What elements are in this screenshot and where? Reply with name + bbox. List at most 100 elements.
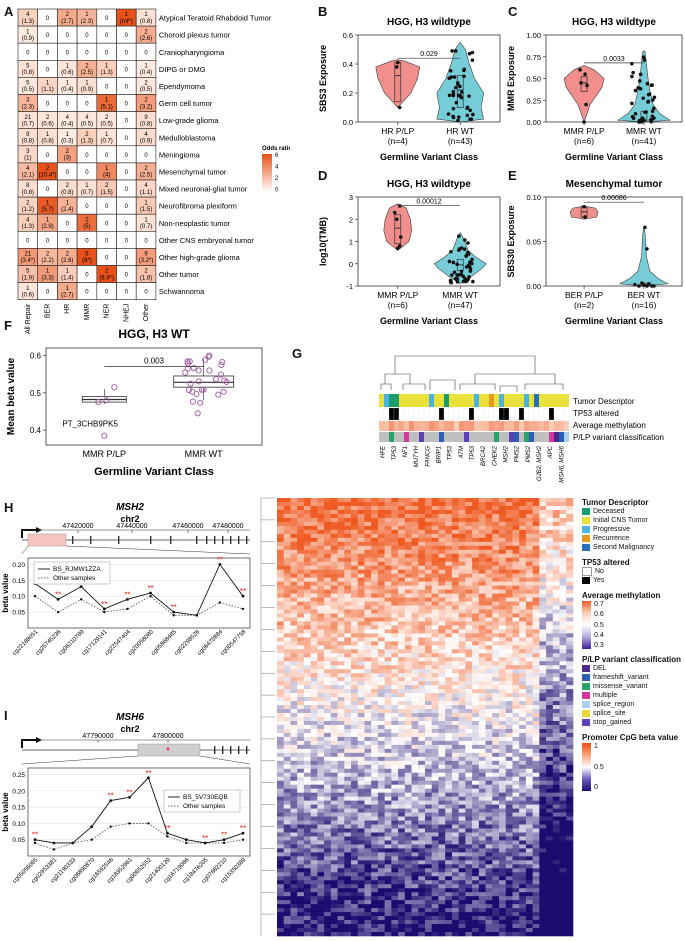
heatmap-cell [277,840,285,845]
heatmap-cell [310,780,318,785]
heatmap-cell [310,848,318,853]
heatmap-cell [418,693,426,698]
heatmap-cell [438,585,446,590]
heatmap-cell [351,605,359,610]
heatmap-cell [559,589,567,594]
heatmap-cell [525,541,533,547]
heatmap-cell [377,533,385,539]
heatmap-cell [451,740,459,746]
heatmap-cell [391,609,399,614]
heatmap-cell [559,513,567,519]
avg-methylation-cell [394,421,399,431]
heatmap-cell [566,549,574,555]
tumor-descriptor-cell [424,394,429,407]
heatmap-cell [472,533,480,539]
data-point [398,235,403,239]
data-point [652,106,656,111]
heatmap-cell [324,541,332,547]
heatmap-cell [451,653,459,658]
heatmap-cell [499,605,507,610]
heatmap-cell [546,852,554,857]
heatmap-cell [404,617,412,622]
heatmap-cell [418,772,426,778]
heatmap-cell [384,752,392,758]
heatmap-cell [438,517,446,523]
heatmap-cell [445,621,453,626]
heatmap-cell [478,637,486,642]
heatmap-cell [546,649,554,654]
heatmap-cell [317,665,325,670]
heatmap-cell [290,840,298,845]
x-axis-label: Germline Variant Class [565,152,663,162]
heatmap-cell [532,625,540,630]
heatmap-cell [425,561,433,566]
heatmap-cell [384,669,392,674]
heatmap-cell [404,828,412,833]
track-label: Tumor Descriptor [573,397,635,406]
gene-label: BRCA2 [481,445,487,466]
heatmap-cell [492,693,500,698]
heatmap-cell [465,736,473,742]
heatmap-cell [391,764,399,770]
heatmap-cell [364,517,372,523]
heatmap-cell [310,689,318,694]
heatmap-cell [539,792,547,797]
heatmap-cell [546,541,554,547]
plp-cell [509,432,514,442]
heatmap-cell [330,812,338,817]
panel-f-label: F [4,318,12,333]
heatmap-cell [525,705,533,710]
heatmap-cell [546,621,554,626]
heatmap-cell [492,713,500,718]
heatmap-cell [404,545,412,551]
heatmap-cell [391,840,399,845]
heatmap-cell [425,645,433,650]
heatmap-cell [552,744,560,750]
plp-cell [494,432,499,442]
heatmap-cell [404,649,412,654]
heatmap-row-label: Meningioma [159,150,201,159]
heatmap-cell-label: 0 [125,221,129,227]
heatmap-cell [303,517,311,523]
heatmap-cell [404,665,412,670]
heatmap-cell [371,701,379,706]
heatmap-cell [525,653,533,658]
heatmap-cell [391,844,399,849]
plp-cell [519,432,524,442]
heatmap-cell [451,589,459,594]
heatmap-cell [512,561,520,566]
heatmap-cell [425,565,433,570]
heatmap-cell [445,732,453,738]
heatmap-cell [458,661,466,666]
heatmap-cell [364,669,372,674]
tumor-descriptor-cell [539,394,544,407]
tumor-descriptor-cell [524,394,529,407]
heatmap-cell [425,848,433,853]
heatmap-cell [297,557,305,563]
heatmap-row-label: Schwannoma [159,287,205,296]
heatmap-cell [277,693,285,698]
heatmap-cell [451,557,459,563]
heatmap-cell [546,661,554,666]
heatmap-cell [445,685,453,690]
heatmap-cell-label: 0 [46,290,50,296]
heatmap-cell [344,573,352,578]
heatmap-cell [297,577,305,582]
heatmap-cell [472,645,480,650]
heatmap-cell [344,569,352,574]
heatmap-cell [485,784,493,789]
heatmap-cell-label: 0 [85,204,89,210]
heatmap-cell [357,697,365,702]
heatmap-cell [324,744,332,750]
heatmap-cell [324,637,332,642]
heatmap-cell [344,768,352,774]
heatmap-cell [411,589,419,594]
heatmap-cell [330,836,338,841]
heatmap-cell [324,649,332,654]
heatmap-cell [404,609,412,614]
y-tick-label: 0.6 [343,31,353,40]
heatmap-cell [391,760,399,766]
heatmap-cell-label: 2 (2.5) [81,64,93,77]
heatmap-cell [512,549,520,555]
avg-methylation-cell [534,421,539,431]
